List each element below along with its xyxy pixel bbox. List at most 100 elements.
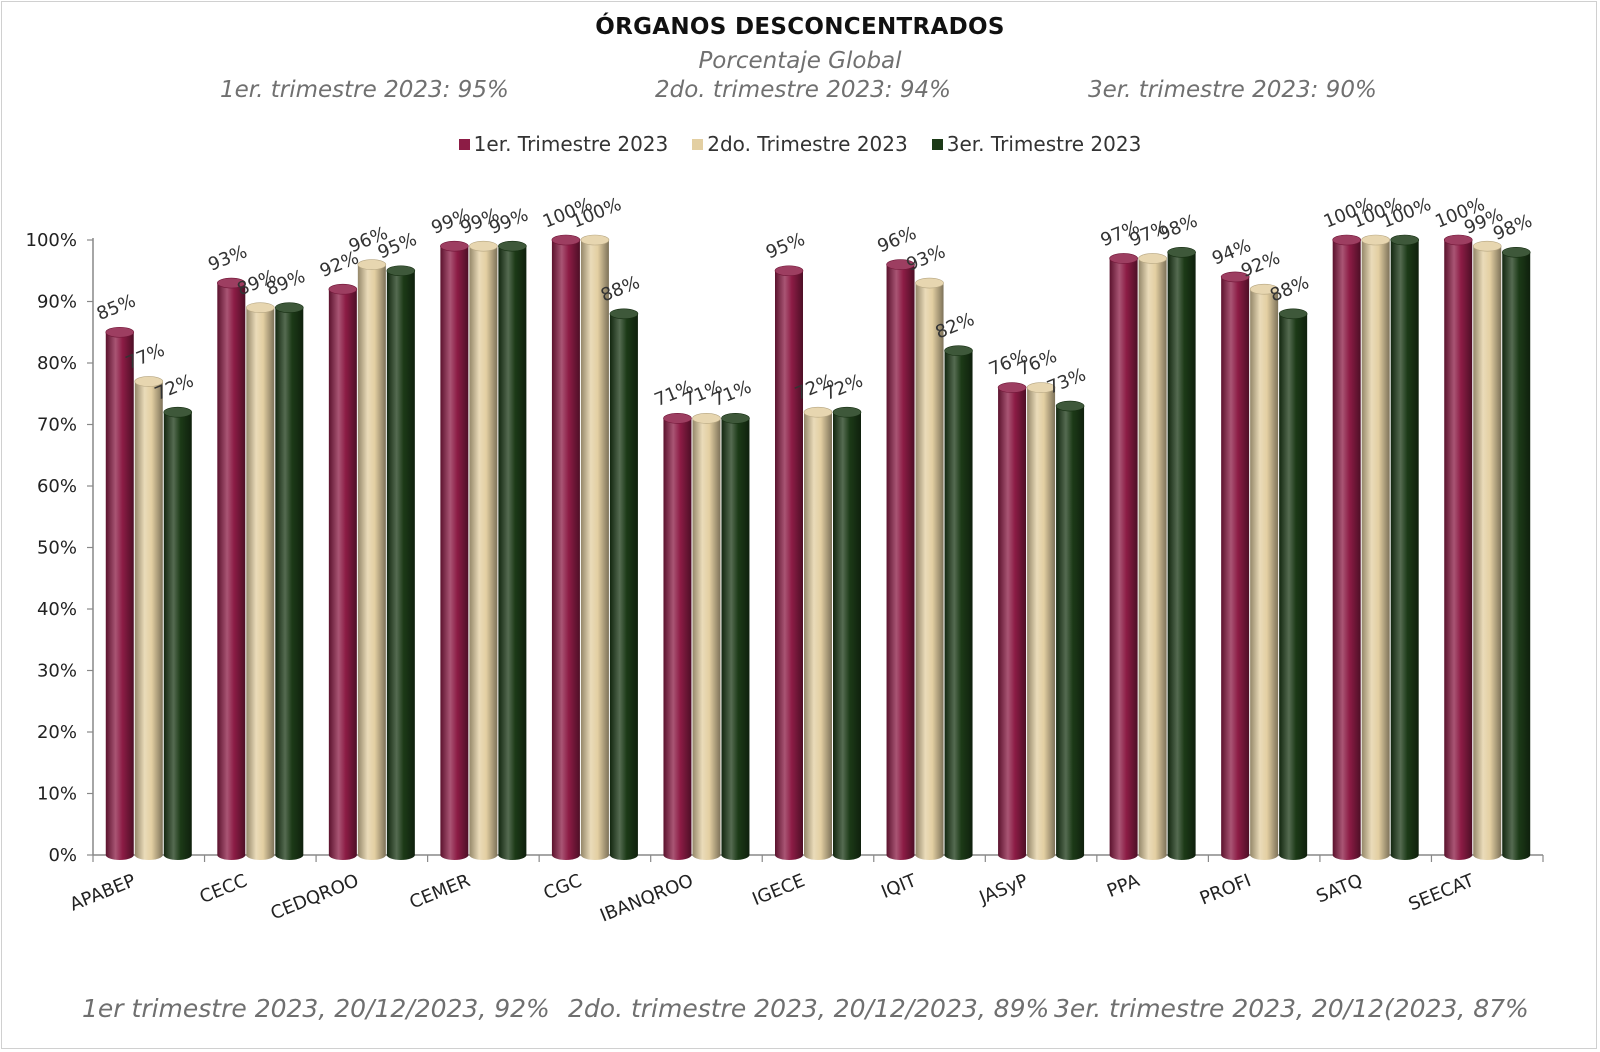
bar-top xyxy=(498,240,527,252)
y-tick-label: 50% xyxy=(37,538,77,559)
bar-body xyxy=(609,313,638,860)
bar-body xyxy=(775,270,803,860)
bar-top xyxy=(134,376,164,387)
bar xyxy=(580,234,610,860)
bar-top xyxy=(1249,283,1279,295)
bar-top xyxy=(217,277,246,289)
bar-top xyxy=(1443,234,1473,246)
legend-swatch-q1 xyxy=(458,138,470,150)
bar-body xyxy=(163,412,192,860)
bar xyxy=(774,265,804,860)
x-category-label: IGECE xyxy=(749,870,807,910)
bar xyxy=(357,259,387,861)
bar xyxy=(1026,382,1056,860)
bar-top xyxy=(721,413,750,424)
bar-body xyxy=(498,246,527,860)
bar-body xyxy=(217,283,246,860)
summary-q2: 2do. trimestre 2023: 94% xyxy=(655,77,951,103)
bar-body xyxy=(440,246,469,860)
data-label: 93% xyxy=(205,241,250,275)
bar-top xyxy=(1026,382,1056,393)
bar-body xyxy=(1056,406,1085,860)
bar-top xyxy=(357,259,387,270)
y-tick-label: 60% xyxy=(37,476,77,497)
bar-top xyxy=(163,406,193,418)
legend-item-q2: 2do. Trimestre 2023 xyxy=(692,132,908,156)
data-label: 95% xyxy=(763,229,808,263)
bar xyxy=(1138,253,1167,860)
bar xyxy=(440,240,469,860)
bar xyxy=(328,283,358,860)
bar-body xyxy=(1279,313,1308,860)
bar-top xyxy=(1109,253,1138,264)
y-tick-label: 0% xyxy=(48,845,77,866)
bar xyxy=(217,277,246,860)
bar xyxy=(1278,308,1308,860)
bar xyxy=(246,302,275,860)
bar-body xyxy=(1167,252,1196,861)
bar-top xyxy=(832,406,862,418)
bar-body xyxy=(386,270,415,860)
legend-swatch-q2 xyxy=(692,138,704,150)
bar xyxy=(915,277,944,860)
legend-item-q3: 3er. Trimestre 2023 xyxy=(931,132,1142,156)
x-category-label: PROFI xyxy=(1197,870,1254,909)
bar-body xyxy=(134,381,163,860)
legend-label-q3: 3er. Trimestre 2023 xyxy=(946,132,1142,156)
bar-body xyxy=(1390,240,1419,860)
y-tick-label: 10% xyxy=(37,784,77,805)
bar xyxy=(1055,400,1085,860)
bar xyxy=(944,345,973,860)
bar xyxy=(551,234,581,860)
bar xyxy=(1390,234,1419,860)
bar-top xyxy=(469,240,498,252)
summary-q1: 1er. trimestre 2023: 95% xyxy=(220,77,509,103)
bar xyxy=(1220,271,1250,860)
bar-body xyxy=(246,307,275,860)
bar-top xyxy=(580,234,610,246)
bar-body xyxy=(469,246,498,860)
bar-body xyxy=(275,307,304,860)
bar-body xyxy=(1361,240,1390,860)
x-category-label: JASyP xyxy=(976,870,1032,909)
bar xyxy=(803,406,833,860)
y-tick-label: 80% xyxy=(37,353,77,374)
summary-q3: 3er. trimestre 2023: 90% xyxy=(1088,77,1377,103)
bar xyxy=(163,406,193,860)
bar-body xyxy=(1444,240,1473,860)
bar-body xyxy=(944,350,973,860)
bar-top xyxy=(915,277,944,289)
footer-q3: 3er. trimestre 2023, 20/12(2023, 87% xyxy=(1054,994,1529,1023)
bar-body xyxy=(1473,246,1502,860)
y-tick-label: 20% xyxy=(37,722,77,743)
bar-top xyxy=(1501,247,1531,258)
bar-body xyxy=(915,283,944,860)
bar-top xyxy=(663,413,692,424)
bar xyxy=(721,413,750,860)
bar-top xyxy=(1332,234,1361,246)
data-label: 93% xyxy=(904,241,949,275)
bar xyxy=(469,240,498,860)
bar-body xyxy=(580,240,609,860)
x-category-label: CGC xyxy=(541,870,585,904)
bar-body xyxy=(1221,276,1250,860)
bar-top xyxy=(1472,240,1502,252)
bar-body xyxy=(328,289,357,860)
y-tick-label: 100% xyxy=(26,230,77,251)
data-label: 72% xyxy=(152,370,197,404)
bar-top xyxy=(1167,247,1196,258)
bar-top xyxy=(774,265,804,277)
bar-body xyxy=(721,418,750,860)
bar-layer xyxy=(105,234,1531,861)
data-label: 85% xyxy=(94,290,139,324)
bar-body xyxy=(804,412,832,860)
legend-label-q2: 2do. Trimestre 2023 xyxy=(707,132,908,156)
x-category-label: SEECAT xyxy=(1406,870,1478,916)
x-category-label: IQIT xyxy=(878,870,920,903)
bar-top xyxy=(944,345,973,357)
bar-top xyxy=(609,308,639,320)
bar xyxy=(134,376,164,860)
x-category-label: CEDQROO xyxy=(268,870,362,924)
x-category-label: CECC xyxy=(197,870,250,908)
